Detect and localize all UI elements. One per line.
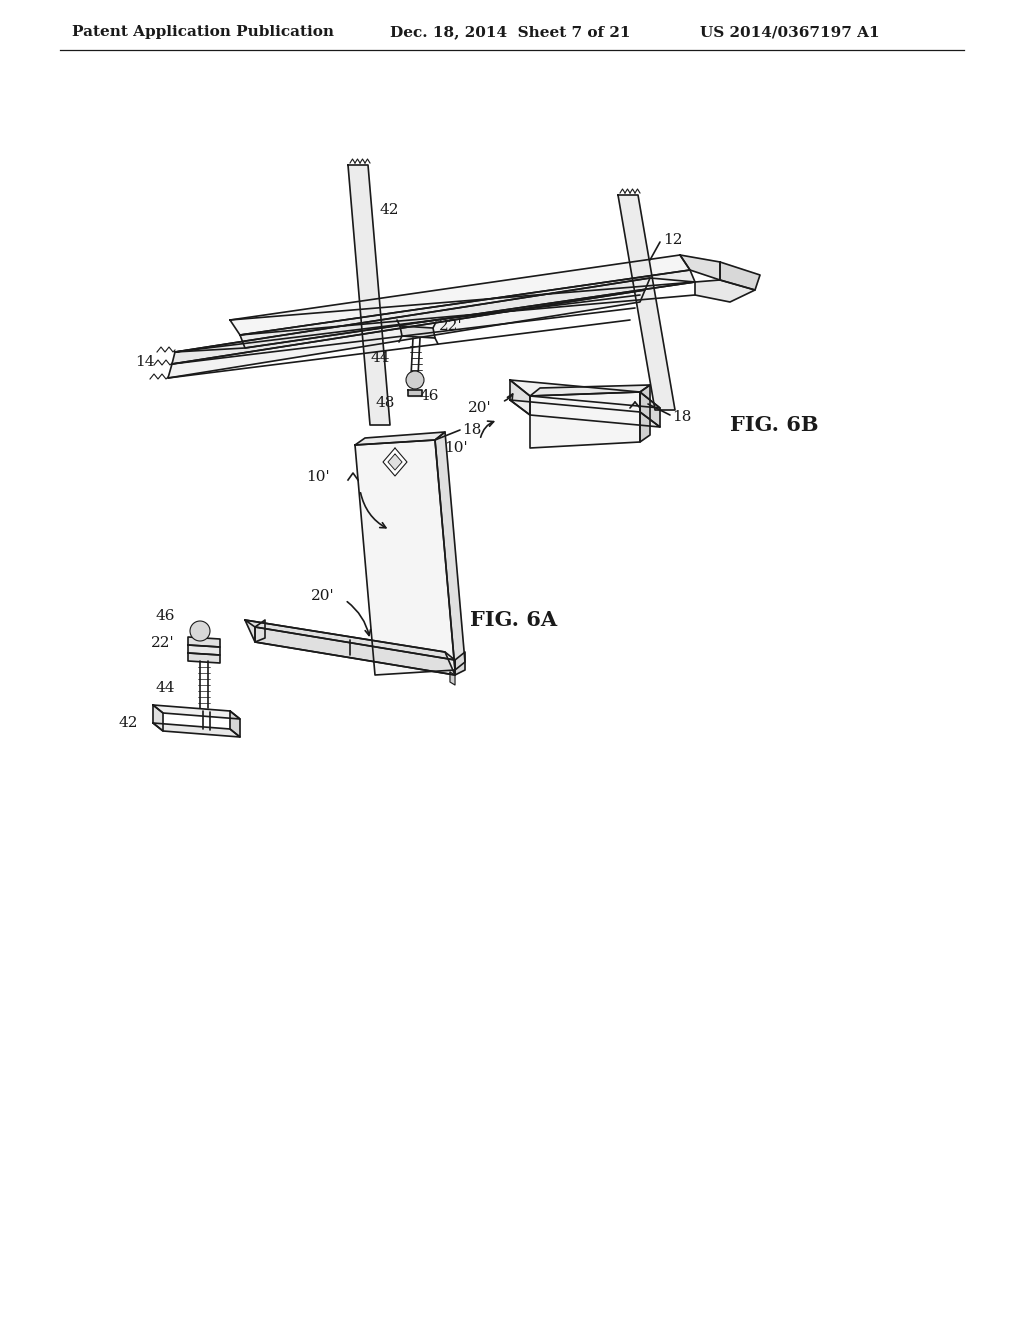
Polygon shape xyxy=(400,326,435,338)
Text: 20': 20' xyxy=(468,401,492,414)
Text: 18: 18 xyxy=(462,422,481,437)
Polygon shape xyxy=(230,711,240,737)
Polygon shape xyxy=(450,672,455,685)
Polygon shape xyxy=(388,454,402,470)
Polygon shape xyxy=(172,279,650,364)
Polygon shape xyxy=(383,447,407,477)
Text: FIG. 6A: FIG. 6A xyxy=(470,610,557,630)
Polygon shape xyxy=(408,389,422,396)
Polygon shape xyxy=(245,620,455,675)
Polygon shape xyxy=(188,653,220,663)
Text: 48: 48 xyxy=(376,396,395,411)
Polygon shape xyxy=(510,380,530,414)
Text: 10': 10' xyxy=(444,441,468,455)
Text: 42: 42 xyxy=(119,715,138,730)
Text: 46: 46 xyxy=(156,609,175,623)
Text: 20': 20' xyxy=(311,589,335,603)
Polygon shape xyxy=(348,165,390,425)
Polygon shape xyxy=(188,645,220,655)
Text: Dec. 18, 2014  Sheet 7 of 21: Dec. 18, 2014 Sheet 7 of 21 xyxy=(390,25,631,40)
Polygon shape xyxy=(720,261,760,290)
Circle shape xyxy=(406,371,424,389)
Text: 46: 46 xyxy=(420,389,439,403)
Polygon shape xyxy=(188,638,220,647)
Circle shape xyxy=(190,620,210,642)
Polygon shape xyxy=(355,432,445,445)
Polygon shape xyxy=(640,392,660,426)
Polygon shape xyxy=(695,280,755,302)
Polygon shape xyxy=(455,652,465,675)
Text: 44: 44 xyxy=(371,351,390,366)
Polygon shape xyxy=(255,620,265,642)
Text: 12: 12 xyxy=(663,234,683,247)
Text: 22': 22' xyxy=(439,319,463,333)
Text: US 2014/0367197 A1: US 2014/0367197 A1 xyxy=(700,25,880,40)
Text: 42: 42 xyxy=(380,203,399,216)
Polygon shape xyxy=(618,195,675,411)
Polygon shape xyxy=(355,440,455,675)
Text: 10': 10' xyxy=(306,470,330,484)
Text: Patent Application Publication: Patent Application Publication xyxy=(72,25,334,40)
Polygon shape xyxy=(530,392,640,447)
Polygon shape xyxy=(230,255,690,335)
Polygon shape xyxy=(153,705,163,731)
Text: 18: 18 xyxy=(672,411,691,424)
Text: 44: 44 xyxy=(156,681,175,696)
Text: 22': 22' xyxy=(152,636,175,649)
Polygon shape xyxy=(435,432,465,671)
Text: FIG. 6B: FIG. 6B xyxy=(730,414,818,436)
Polygon shape xyxy=(510,400,660,426)
Polygon shape xyxy=(245,620,455,660)
Polygon shape xyxy=(153,705,240,719)
Text: 14: 14 xyxy=(135,355,155,370)
Polygon shape xyxy=(255,627,455,675)
Polygon shape xyxy=(510,380,660,408)
Polygon shape xyxy=(168,290,645,378)
Polygon shape xyxy=(530,385,650,396)
Polygon shape xyxy=(680,255,720,280)
Polygon shape xyxy=(175,279,695,352)
Polygon shape xyxy=(640,385,650,442)
Polygon shape xyxy=(153,723,240,737)
Polygon shape xyxy=(240,271,695,348)
